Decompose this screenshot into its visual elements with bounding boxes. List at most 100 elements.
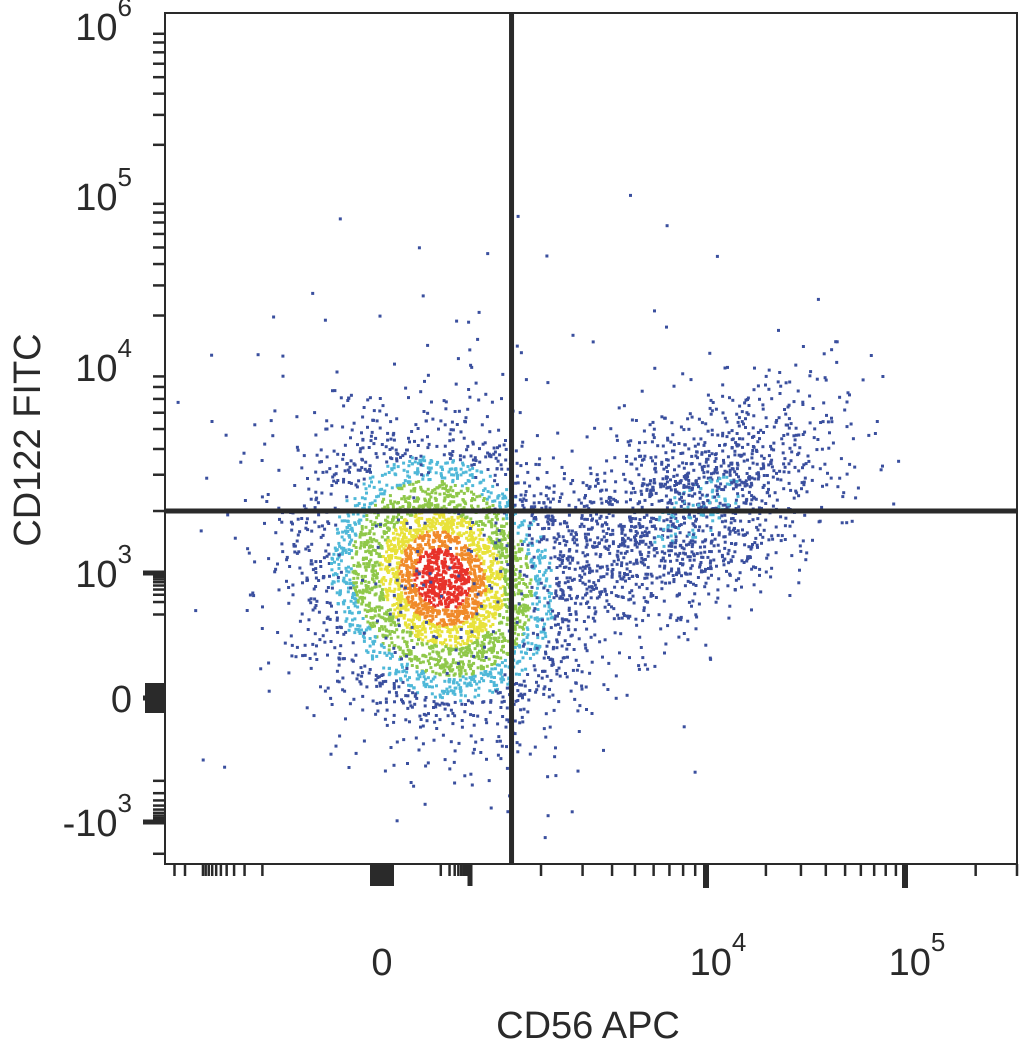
event-dot xyxy=(605,572,609,576)
event-dot xyxy=(350,611,354,615)
event-dot xyxy=(361,446,365,450)
event-dot xyxy=(489,699,493,703)
event-dot xyxy=(428,461,432,465)
event-dot xyxy=(443,581,447,585)
event-dot xyxy=(551,615,555,619)
event-dot xyxy=(490,400,494,404)
event-dot xyxy=(493,605,497,608)
event-dot xyxy=(436,651,440,655)
event-dot xyxy=(499,566,503,570)
event-dot xyxy=(474,588,478,592)
event-dot xyxy=(403,549,407,553)
event-dot xyxy=(549,608,553,611)
event-dot xyxy=(458,602,462,606)
event-dot xyxy=(543,584,547,588)
event-dot xyxy=(453,484,457,487)
event-dot xyxy=(730,542,733,545)
event-dot xyxy=(410,658,414,662)
event-dot xyxy=(460,577,463,581)
event-dot xyxy=(436,628,440,632)
event-dot xyxy=(460,551,464,555)
event-dot xyxy=(524,498,528,502)
event-dot xyxy=(407,591,411,595)
event-dot xyxy=(447,650,451,654)
event-dot xyxy=(491,484,495,488)
event-dot xyxy=(445,623,449,627)
event-dot xyxy=(368,502,372,506)
event-dot xyxy=(471,458,475,462)
event-dot xyxy=(476,654,480,658)
event-dot xyxy=(335,573,339,577)
event-dot xyxy=(443,423,447,427)
event-dot xyxy=(400,663,404,667)
event-dot xyxy=(342,602,346,606)
event-dot xyxy=(538,577,542,581)
event-dot xyxy=(612,497,616,501)
event-dot xyxy=(447,539,451,543)
event-dot xyxy=(496,651,499,655)
event-dot xyxy=(536,636,540,640)
event-dot xyxy=(677,567,681,571)
event-dot xyxy=(455,681,459,685)
event-dot xyxy=(471,606,474,610)
event-dot xyxy=(403,535,407,539)
event-dot xyxy=(390,468,394,472)
event-dot xyxy=(533,645,537,649)
event-dot xyxy=(330,703,334,706)
event-dot xyxy=(390,457,394,461)
event-dot xyxy=(521,597,525,601)
event-dot xyxy=(429,656,433,660)
event-dot xyxy=(453,574,457,578)
event-dot xyxy=(528,752,532,756)
event-dot xyxy=(491,499,495,503)
event-dot xyxy=(457,618,461,622)
event-dot xyxy=(482,559,486,563)
event-dot xyxy=(414,519,418,523)
event-dot xyxy=(525,533,529,537)
event-dot xyxy=(370,588,374,592)
event-dot xyxy=(598,640,602,644)
event-dot xyxy=(266,493,270,496)
event-dot xyxy=(428,501,431,505)
event-dot xyxy=(295,539,299,543)
event-dot xyxy=(475,602,479,606)
event-dot xyxy=(464,598,468,602)
event-dot xyxy=(482,533,486,537)
event-dot xyxy=(482,499,486,502)
event-dot xyxy=(424,526,428,530)
event-dot xyxy=(417,673,421,677)
event-dot xyxy=(351,583,355,587)
event-dot xyxy=(543,685,547,689)
event-dot xyxy=(426,519,430,523)
event-dot xyxy=(429,609,433,613)
event-dot xyxy=(446,690,450,694)
event-dot xyxy=(354,546,358,549)
event-dot xyxy=(353,604,357,608)
event-dot xyxy=(469,565,473,569)
event-dot xyxy=(424,655,428,659)
event-dot xyxy=(428,546,432,550)
event-dot xyxy=(519,557,522,561)
event-dot xyxy=(436,581,440,585)
event-dot xyxy=(595,519,599,523)
event-dot xyxy=(458,620,462,624)
event-dot xyxy=(475,612,479,616)
event-dot xyxy=(435,650,439,654)
event-dot xyxy=(402,738,406,742)
event-dot xyxy=(396,562,400,566)
event-dot xyxy=(375,654,379,658)
event-dot xyxy=(532,652,536,656)
event-dot xyxy=(438,610,441,614)
event-dot xyxy=(734,507,738,510)
event-dot xyxy=(381,500,384,504)
event-dot xyxy=(788,380,792,384)
event-dot xyxy=(402,616,406,620)
event-dot xyxy=(528,581,532,585)
event-dot xyxy=(421,669,424,673)
event-dot xyxy=(391,571,395,575)
event-dot xyxy=(521,523,525,527)
event-dot xyxy=(513,719,517,723)
event-dot xyxy=(771,537,775,541)
event-dot xyxy=(475,520,479,524)
event-dot xyxy=(684,462,688,466)
